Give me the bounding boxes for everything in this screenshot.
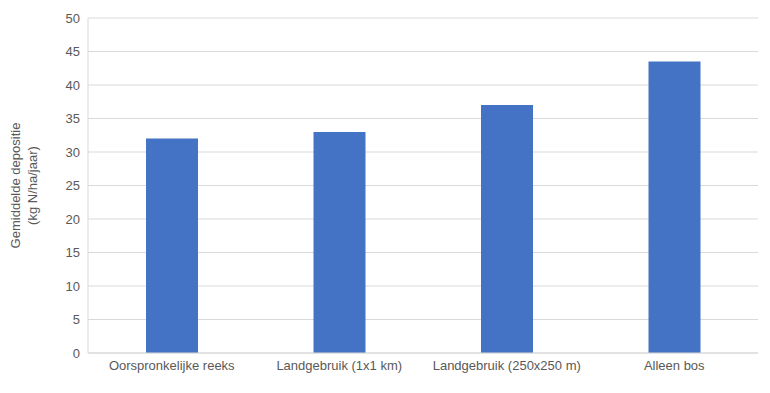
svg-text:Landgebruik (1x1 km): Landgebruik (1x1 km): [276, 358, 402, 373]
svg-text:30: 30: [66, 145, 80, 160]
svg-text:0: 0: [73, 346, 80, 361]
svg-text:Alleen bos: Alleen bos: [644, 358, 705, 373]
svg-text:25: 25: [66, 178, 80, 193]
svg-text:35: 35: [66, 111, 80, 126]
svg-text:50: 50: [66, 11, 80, 26]
svg-text:Landgebruik (250x250 m): Landgebruik (250x250 m): [433, 358, 581, 373]
svg-text:5: 5: [73, 312, 80, 327]
svg-text:10: 10: [66, 279, 80, 294]
svg-text:15: 15: [66, 245, 80, 260]
svg-text:Gemiddelde depositie(kg N/ha/j: Gemiddelde depositie(kg N/ha/jaar): [8, 123, 40, 249]
svg-text:Oorspronkelijke reeks: Oorspronkelijke reeks: [109, 358, 235, 373]
svg-text:20: 20: [66, 212, 80, 227]
svg-text:40: 40: [66, 78, 80, 93]
svg-text:45: 45: [66, 44, 80, 59]
